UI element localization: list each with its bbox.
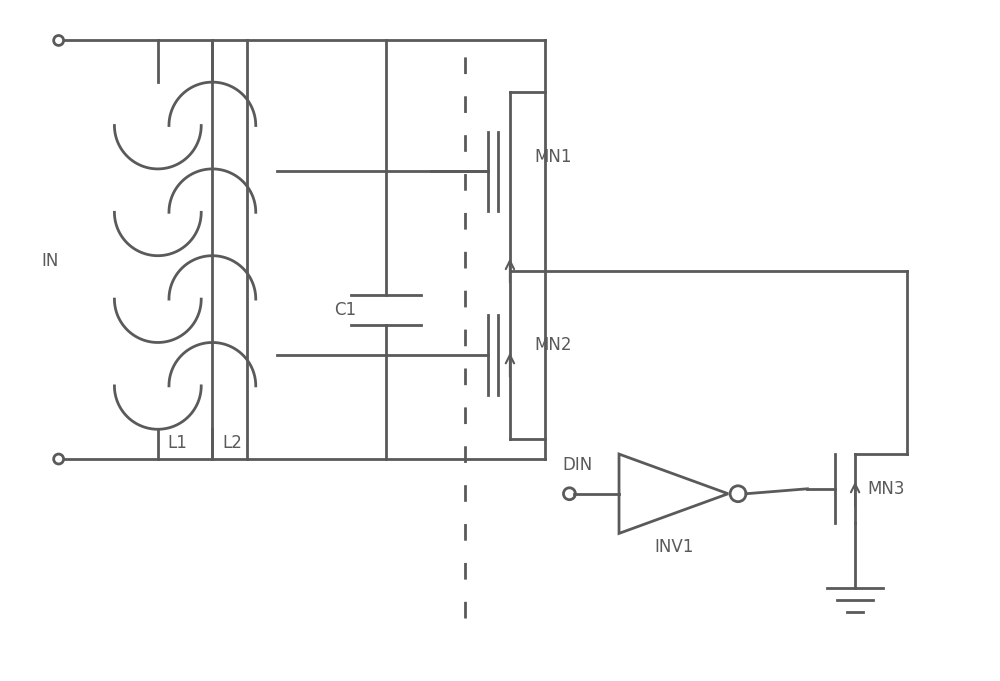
Text: MN3: MN3 (867, 480, 904, 498)
Text: INV1: INV1 (654, 539, 693, 556)
Text: L1: L1 (168, 434, 188, 452)
Text: L2: L2 (222, 434, 242, 452)
Text: MN2: MN2 (535, 336, 572, 354)
Text: C1: C1 (334, 301, 356, 319)
Text: IN: IN (42, 252, 59, 270)
Text: MN1: MN1 (535, 148, 572, 165)
Text: DIN: DIN (562, 456, 593, 474)
